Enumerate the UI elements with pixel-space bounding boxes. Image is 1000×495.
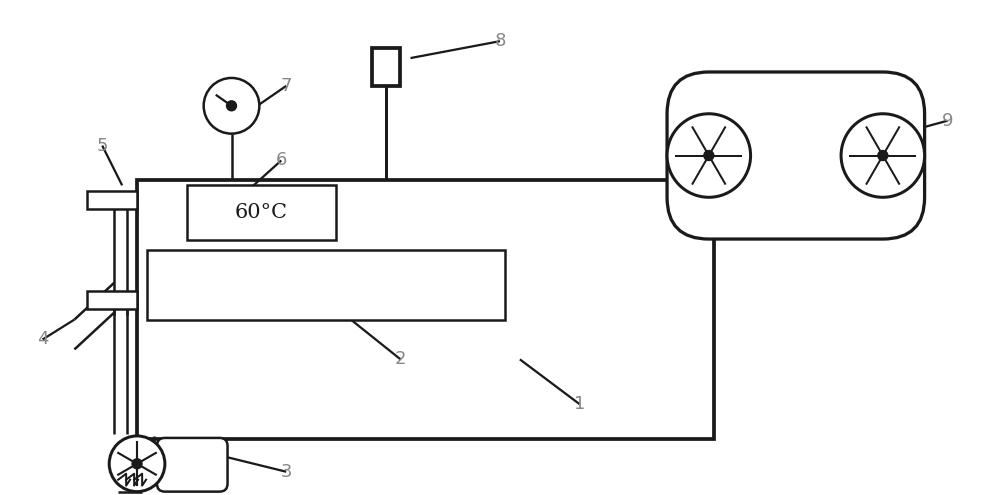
Text: 5: 5 — [96, 137, 108, 154]
Text: 6: 6 — [276, 151, 287, 169]
FancyBboxPatch shape — [667, 72, 925, 239]
Text: 1: 1 — [574, 395, 585, 413]
Text: 3: 3 — [280, 463, 292, 481]
Text: 60°C: 60°C — [235, 203, 288, 222]
Bar — [187, 185, 336, 240]
Circle shape — [227, 101, 236, 111]
Circle shape — [841, 114, 925, 198]
Text: 4: 4 — [37, 331, 48, 348]
Circle shape — [704, 150, 714, 160]
FancyBboxPatch shape — [157, 438, 228, 492]
Circle shape — [109, 436, 165, 492]
Bar — [87, 191, 137, 209]
Circle shape — [878, 150, 888, 160]
Bar — [372, 48, 400, 86]
Text: 8: 8 — [494, 32, 506, 50]
Circle shape — [204, 78, 259, 134]
Bar — [147, 250, 505, 320]
Bar — [87, 291, 137, 309]
Circle shape — [132, 459, 142, 469]
Bar — [137, 180, 714, 439]
Circle shape — [667, 114, 751, 198]
Text: 7: 7 — [280, 77, 292, 95]
Text: 9: 9 — [942, 112, 953, 130]
Text: 2: 2 — [395, 350, 406, 368]
